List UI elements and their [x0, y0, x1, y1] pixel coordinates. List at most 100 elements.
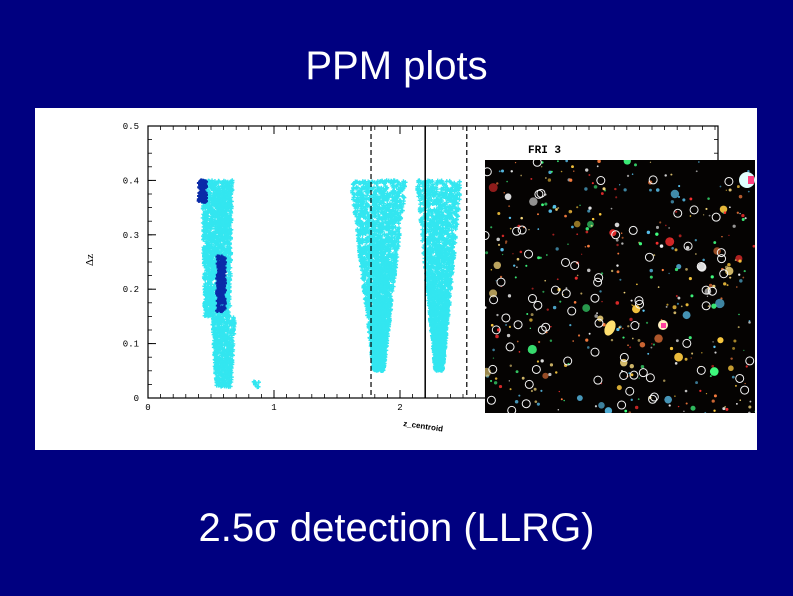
- data-point: [382, 330, 387, 336]
- data-point: [223, 230, 229, 236]
- data-point: [360, 272, 366, 277]
- data-point: [213, 212, 219, 218]
- data-point: [389, 264, 395, 269]
- data-point: [227, 337, 233, 342]
- data-point: [365, 219, 370, 224]
- data-point: [375, 218, 380, 223]
- data-point: [380, 258, 385, 264]
- data-point: [231, 320, 236, 326]
- data-point: [208, 232, 213, 237]
- ppm-scatter-chart: 00.10.20.30.40.50 1 2 FRI 3 Δz z_centroid: [84, 122, 719, 434]
- data-point: [228, 384, 233, 389]
- data-point: [375, 347, 381, 353]
- data-point: [200, 220, 206, 226]
- data-point: [220, 180, 225, 185]
- data-point: [216, 190, 222, 195]
- data-point: [383, 183, 388, 189]
- data-point: [376, 311, 382, 316]
- data-point: [393, 225, 398, 230]
- data-point: [223, 213, 229, 219]
- data-point: [380, 359, 386, 364]
- data-point: [256, 384, 261, 389]
- data-point: [227, 365, 233, 370]
- data-point: [367, 234, 373, 240]
- data-point: [378, 283, 384, 289]
- data-point: [226, 377, 231, 382]
- data-point: [203, 272, 208, 277]
- data-point: [204, 296, 209, 302]
- data-point: [226, 249, 232, 254]
- data-point: [225, 285, 231, 291]
- data-point: [216, 356, 222, 361]
- data-point: [351, 186, 356, 192]
- data-point: [205, 281, 210, 287]
- data-point: [226, 345, 231, 351]
- data-point: [220, 332, 226, 337]
- data-point: [373, 284, 378, 289]
- data-point: [211, 268, 216, 273]
- data-point: [367, 289, 373, 295]
- data-point: [210, 196, 215, 202]
- data-point: [203, 285, 209, 290]
- data-point: [390, 181, 395, 186]
- data-point: [215, 334, 220, 339]
- data-point: [215, 326, 220, 331]
- data-point: [360, 227, 365, 233]
- data-point: [429, 197, 434, 203]
- data-point: [231, 315, 236, 320]
- data-point: [374, 313, 379, 319]
- data-point: [371, 233, 377, 238]
- data-point: [389, 226, 395, 231]
- data-point: [374, 232, 379, 237]
- data-point: [201, 257, 207, 262]
- data-point: [223, 181, 228, 187]
- data-point: [389, 275, 394, 280]
- data-point: [417, 198, 423, 203]
- data-point: [395, 193, 400, 198]
- data-point: [207, 274, 213, 280]
- data-point: [388, 294, 393, 299]
- data-point: [209, 313, 215, 319]
- data-point: [380, 349, 386, 355]
- data-point: [357, 214, 363, 219]
- data-point: [375, 207, 380, 212]
- data-point: [379, 368, 385, 373]
- data-point: [379, 333, 385, 338]
- data-point: [203, 308, 208, 313]
- data-point: [224, 369, 229, 374]
- data-point: [389, 231, 395, 236]
- data-point: [361, 285, 366, 290]
- data-point: [395, 229, 401, 234]
- data-point: [386, 242, 391, 247]
- data-point: [211, 325, 217, 330]
- data-point: [215, 349, 220, 354]
- data-point: [211, 302, 217, 307]
- data-point: [384, 207, 389, 213]
- data-point: [372, 238, 377, 244]
- data-point: [388, 267, 394, 272]
- data-point: [220, 219, 225, 224]
- data-point: [396, 221, 401, 226]
- data-point: [378, 186, 384, 191]
- data-point: [206, 286, 212, 291]
- data-point: [220, 318, 225, 323]
- data-point: [219, 206, 224, 211]
- data-point: [389, 217, 395, 222]
- data-point: [375, 184, 380, 190]
- data-point: [252, 382, 258, 387]
- slide-title: PPM plots: [305, 44, 488, 88]
- data-point: [352, 192, 357, 197]
- data-point: [378, 268, 383, 273]
- data-point: [370, 299, 375, 304]
- data-point: [224, 237, 230, 242]
- data-point: [209, 251, 215, 256]
- data-point: [209, 221, 215, 226]
- data-point: [227, 235, 233, 241]
- data-point: [371, 330, 377, 335]
- data-point: [362, 282, 367, 288]
- data-point: [365, 299, 370, 304]
- data-point: [221, 328, 227, 334]
- data-point: [401, 201, 406, 206]
- data-point: [396, 239, 401, 245]
- data-point: [362, 296, 368, 302]
